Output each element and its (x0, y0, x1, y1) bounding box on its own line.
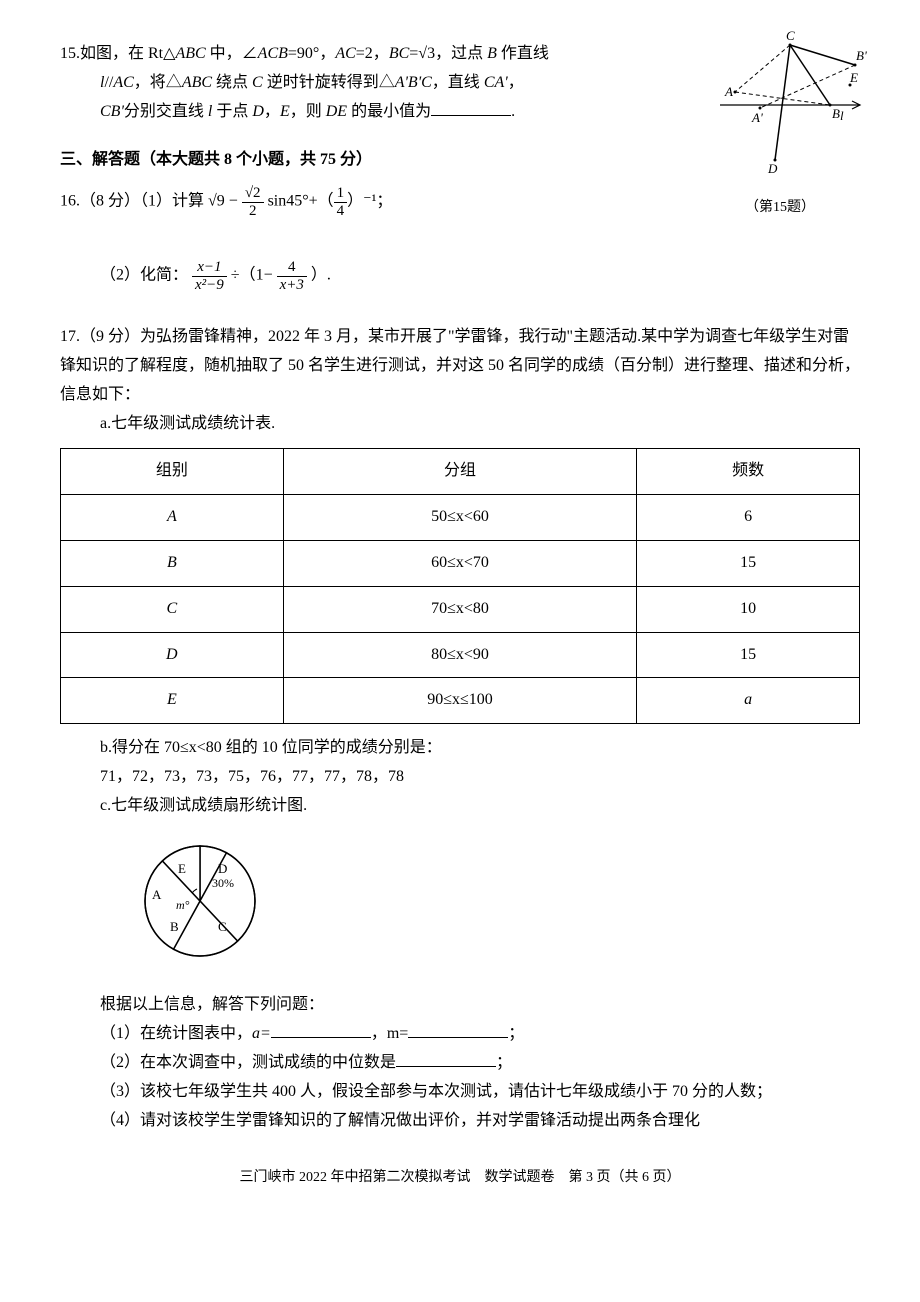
pie-chart: E D 30% C B A m° (120, 831, 860, 982)
th-range: 分组 (283, 449, 637, 495)
blank-q15 (431, 99, 511, 116)
q15-line2: l//AC，将△ABC 绕点 C 逆时针旋转得到△A'B'C，直线 CA'， (60, 69, 620, 98)
q17-prompt: 根据以上信息，解答下列问题： (60, 991, 860, 1020)
q15-text: 15.如图，在 Rt△ABC 中，∠ACB=90°，AC=2，BC=√3，过点 … (60, 45, 549, 62)
b-scores: 71，72，73，73，75，76，77，77，78，78 (60, 763, 860, 792)
c-label: c.七年级测试成绩扇形统计图. (60, 792, 860, 821)
sub-3: （3）该校七年级学生共 400 人，假设全部参与本次测试，请估计七年级成绩小于 … (100, 1078, 860, 1107)
table-row: D 80≤x<90 15 (61, 632, 860, 678)
blank-median (396, 1050, 496, 1067)
svg-text:D: D (767, 161, 778, 176)
svg-text:C: C (786, 30, 795, 43)
blank-m (408, 1021, 508, 1038)
q17-text: 17.（9 分）为弘扬雷锋精神，2022 年 3 月，某市开展了"学雷锋，我行动… (60, 323, 860, 409)
svg-text:C: C (218, 919, 227, 934)
svg-text:E: E (178, 861, 186, 876)
svg-text:B': B' (856, 48, 867, 63)
svg-text:D: D (218, 861, 227, 876)
q15-line3: CB'分别交直线 l 于点 D，E，则 DE 的最小值为. (60, 98, 620, 127)
problem-15: 15.如图，在 Rt△ABC 中，∠ACB=90°，AC=2，BC=√3，过点 … (60, 40, 860, 126)
q16b-frac1: x−1 x²−9 (192, 259, 227, 293)
table-row: E 90≤x≤100 a (61, 678, 860, 724)
problem-16-1: 16.（8 分）（1）计算 √9 − √2 2 sin45°+（14）⁻¹； (60, 185, 860, 219)
table-body: A 50≤x<60 6 B 60≤x<70 15 C 70≤x<80 10 D … (61, 495, 860, 724)
svg-text:l: l (840, 108, 844, 123)
svg-text:E: E (849, 70, 858, 85)
q16b-label: （2）化简： (100, 267, 188, 284)
b-label: b.得分在 70≤x<80 组的 10 位同学的成绩分别是： (60, 734, 860, 763)
problem-16-2: （2）化简： x−1 x²−9 ÷（1− 4 x+3 ）. (60, 259, 860, 293)
sub-questions: （1）在统计图表中，a=，m=； （2）在本次调查中，测试成绩的中位数是； （3… (60, 1020, 860, 1135)
svg-text:B: B (832, 106, 840, 121)
blank-a (271, 1021, 371, 1038)
svg-text:A: A (724, 84, 733, 99)
q16-frac: √2 2 (242, 185, 264, 219)
q17-a-label: a.七年级测试成绩统计表. (60, 410, 860, 439)
th-group: 组别 (61, 449, 284, 495)
q16b-frac2: 4 x+3 (277, 259, 307, 293)
q16-onefour: 14 (334, 185, 348, 219)
sub-4: （4）请对该校学生学雷锋知识的了解情况做出评价，并对学雷锋活动提出两条合理化 (100, 1107, 860, 1136)
svg-text:B: B (170, 919, 179, 934)
q16-sqrt9: √9 (208, 193, 225, 210)
table-row: B 60≤x<70 15 (61, 540, 860, 586)
problem-17: 17.（9 分）为弘扬雷锋精神，2022 年 3 月，某市开展了"学雷锋，我行动… (60, 323, 860, 1135)
table-row: C 70≤x<80 10 (61, 586, 860, 632)
figure-15-svg: l C A B A' B' E D (690, 30, 870, 180)
table-row: A 50≤x<60 6 (61, 495, 860, 541)
svg-text:A: A (152, 887, 162, 902)
problem-15-text: 15.如图，在 Rt△ABC 中，∠ACB=90°，AC=2，BC=√3，过点 … (60, 40, 620, 126)
sub-1: （1）在统计图表中，a=，m=； (100, 1020, 860, 1049)
svg-text:30%: 30% (212, 876, 234, 890)
q16-label: 16.（8 分）（1）计算 (60, 193, 204, 210)
th-freq: 频数 (637, 449, 860, 495)
svg-text:m°: m° (176, 898, 190, 912)
page-footer: 三门峡市 2022 年中招第二次模拟考试 数学试题卷 第 3 页（共 6 页） (60, 1165, 860, 1190)
frequency-table: 组别 分组 频数 A 50≤x<60 6 B 60≤x<70 15 C 70≤x… (60, 448, 860, 724)
sub-2: （2）在本次调查中，测试成绩的中位数是； (100, 1049, 860, 1078)
svg-text:A': A' (751, 110, 763, 125)
table-header-row: 组别 分组 频数 (61, 449, 860, 495)
